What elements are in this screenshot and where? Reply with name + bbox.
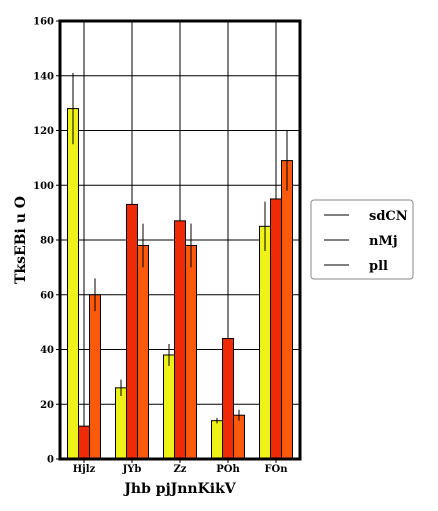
- x-tick-label: Zz: [174, 464, 187, 475]
- x-tick-label: FOn: [264, 464, 288, 475]
- x-tick-label: Hjlz: [73, 464, 96, 475]
- bar-pll-Zz: [185, 244, 197, 460]
- y-tick-label: 0: [47, 455, 54, 466]
- y-tick-label: 140: [33, 71, 54, 82]
- y-tick-label: 80: [40, 236, 54, 247]
- x-tick-label: POh: [216, 464, 240, 475]
- legend-box: [310, 199, 414, 280]
- bar-nMj-FOn: [270, 198, 282, 460]
- y-tick-label: 100: [33, 181, 54, 192]
- y-tick-label: 60: [40, 290, 54, 301]
- y-tick-label: 20: [40, 400, 54, 411]
- bar-pll-Hjlz: [89, 294, 101, 460]
- x-tick-label: JYb: [122, 464, 142, 475]
- bar-nMj-JYb: [126, 203, 138, 460]
- bar-sdCN-FOn: [259, 225, 271, 460]
- bar-pll-JYb: [137, 244, 149, 460]
- bar-nMj-POh: [222, 338, 234, 460]
- bar-sdCN-Hjlz: [67, 108, 79, 460]
- y-axis-label: TksEBi u O: [13, 196, 29, 284]
- legend-label-sdCN: sdCN: [369, 209, 408, 224]
- x-axis-ticks: Hjlz JYb Zz POh FOn: [73, 459, 288, 475]
- x-axis-label: Jhb pjJnnKikV: [122, 481, 236, 497]
- legend-label-nMj: nMj: [369, 234, 398, 249]
- bar-pll-FOn: [281, 160, 293, 460]
- y-tick-label: 120: [33, 126, 54, 137]
- y-tick-label: 160: [33, 17, 54, 28]
- error-bars: [72, 73, 288, 424]
- legend-label-pll: pll: [369, 259, 388, 274]
- y-axis-ticks: 0 20 40 60 80 100 120 140 160: [33, 17, 60, 466]
- bar-nMj-Zz: [174, 220, 186, 460]
- bar-sdCN-POh: [211, 420, 223, 460]
- bar-nMj-Hjlz: [78, 425, 90, 460]
- bar-sdCN-JYb: [115, 387, 127, 460]
- bar-sdCN-Zz: [163, 354, 175, 460]
- legend: sdCN nMj pll: [310, 199, 414, 280]
- bars: [67, 108, 293, 460]
- bar-pll-POh: [233, 414, 245, 460]
- y-tick-label: 40: [40, 345, 54, 356]
